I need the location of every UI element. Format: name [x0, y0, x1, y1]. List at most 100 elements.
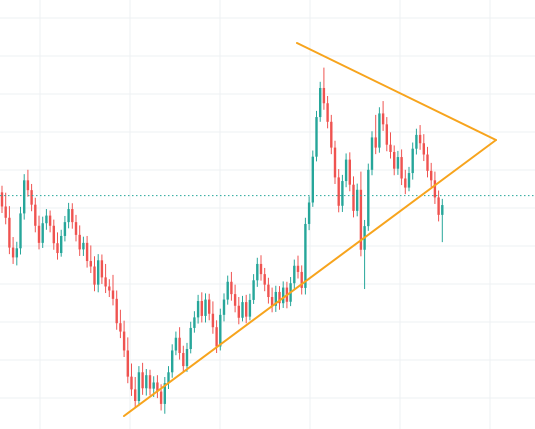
candle-body: [252, 280, 255, 300]
candle-body: [344, 159, 348, 182]
candle-body: [226, 281, 229, 300]
candle-body: [248, 299, 252, 317]
candle-body: [89, 261, 92, 267]
candle-body: [208, 299, 211, 314]
candle-body: [108, 286, 111, 291]
candle-body: [74, 222, 78, 235]
candle-body: [333, 147, 337, 178]
candle-body: [30, 190, 33, 205]
candle-body: [178, 337, 181, 354]
candle-body: [278, 291, 281, 304]
candle-body: [85, 242, 89, 262]
candle-body: [418, 134, 422, 144]
trendline-upper: [296, 42, 497, 141]
candle-body: [182, 353, 185, 367]
candle-body: [63, 222, 67, 236]
candle-body: [348, 159, 351, 185]
candle-body: [34, 204, 37, 226]
candle-body: [126, 350, 129, 377]
candle-body: [337, 177, 340, 206]
candle-body: [233, 294, 237, 306]
candle-body: [137, 372, 141, 402]
candle-body: [241, 302, 244, 318]
trendlines: [123, 42, 497, 417]
candle-body: [256, 263, 259, 281]
candle-body: [0, 192, 4, 207]
candle-body: [141, 372, 144, 389]
candle-body: [356, 189, 359, 211]
candle-body: [441, 205, 444, 215]
candle-body: [426, 154, 429, 171]
candle-body: [60, 235, 63, 254]
candle-body: [100, 260, 104, 278]
candle-body: [104, 277, 107, 287]
candle-body: [219, 314, 222, 347]
candle-body: [381, 113, 385, 125]
candle-body: [119, 323, 122, 332]
candle-body: [274, 291, 277, 306]
candle-body: [422, 143, 425, 155]
candle-body: [163, 383, 166, 404]
candle-body: [211, 313, 215, 328]
candle-body: [437, 197, 440, 215]
candle-body: [82, 242, 85, 250]
candle-body: [322, 87, 326, 104]
candle-body: [48, 215, 52, 226]
candle-body: [433, 180, 437, 198]
candle-body: [4, 206, 7, 218]
candle-body: [23, 180, 26, 214]
candle-body: [293, 265, 296, 284]
candle-body: [8, 217, 11, 248]
candle-body: [282, 287, 285, 304]
candle-body: [230, 281, 233, 295]
candle-body: [300, 271, 303, 288]
candle-body: [15, 248, 18, 258]
candle-body: [19, 213, 22, 249]
candle-body: [393, 151, 396, 169]
candle-body: [352, 184, 355, 211]
candle-body: [71, 209, 74, 223]
candle-body: [222, 299, 226, 315]
candle-body: [400, 157, 403, 179]
candle-body: [189, 327, 192, 350]
candle-body: [171, 350, 174, 373]
candle-body: [430, 170, 433, 181]
candle-body: [196, 301, 200, 318]
candle-body: [396, 157, 400, 169]
candle-body: [41, 223, 44, 243]
candle-body: [370, 137, 374, 170]
candle-body: [26, 180, 30, 191]
candles: [0, 67, 444, 414]
candle-body: [407, 173, 411, 188]
candle-body: [415, 134, 418, 149]
candle-body: [130, 376, 133, 390]
candle-body: [122, 331, 126, 351]
candle-body: [304, 223, 307, 288]
candle-body: [11, 247, 15, 258]
candle-body: [97, 260, 100, 285]
candle-body: [193, 317, 196, 328]
candle-body: [148, 375, 152, 389]
candle-body: [200, 301, 203, 316]
candle-body: [315, 117, 318, 157]
candle-body: [167, 372, 170, 384]
candle-body: [411, 148, 414, 174]
candle-body: [159, 391, 163, 404]
candle-body: [311, 156, 314, 203]
candle-body: [330, 121, 333, 148]
candle-body: [152, 382, 155, 389]
candle-body: [307, 202, 311, 224]
candle-body: [156, 382, 159, 392]
candle-body: [134, 389, 137, 402]
candle-body: [389, 144, 392, 152]
candle-body: [385, 124, 388, 145]
candle-body: [359, 189, 363, 250]
candle-body: [111, 290, 115, 299]
candle-body: [245, 302, 248, 317]
candle-body: [378, 113, 381, 148]
candle-body: [237, 305, 240, 318]
candle-body: [215, 327, 218, 347]
candle-body: [145, 375, 148, 389]
